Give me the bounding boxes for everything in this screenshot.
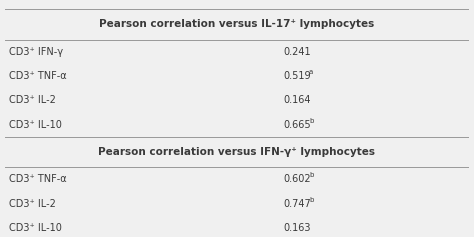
Text: b: b [309, 197, 313, 203]
Text: 0.164: 0.164 [283, 96, 311, 105]
Text: 0.602: 0.602 [283, 174, 311, 184]
Text: CD3⁺ IL-2: CD3⁺ IL-2 [9, 199, 56, 209]
Text: b: b [309, 118, 313, 124]
Text: 0.747: 0.747 [283, 199, 311, 209]
Text: CD3⁺ IL-10: CD3⁺ IL-10 [9, 223, 62, 233]
Text: 0.665: 0.665 [283, 120, 311, 130]
Text: Pearson correlation versus IFN-γ⁺ lymphocytes: Pearson correlation versus IFN-γ⁺ lympho… [99, 147, 375, 157]
Text: CD3⁺ TNF-α: CD3⁺ TNF-α [9, 174, 67, 184]
Text: Pearson correlation versus IL-17⁺ lymphocytes: Pearson correlation versus IL-17⁺ lympho… [100, 19, 374, 29]
Text: 0.163: 0.163 [283, 223, 311, 233]
Text: b: b [309, 172, 313, 178]
Text: CD3⁺ TNF-α: CD3⁺ TNF-α [9, 71, 67, 81]
Text: CD3⁺ IFN-γ: CD3⁺ IFN-γ [9, 47, 64, 57]
Text: 0.519: 0.519 [283, 71, 311, 81]
Text: 0.241: 0.241 [283, 47, 311, 57]
Text: CD3⁺ IL-10: CD3⁺ IL-10 [9, 120, 62, 130]
Text: CD3⁺ IL-2: CD3⁺ IL-2 [9, 96, 56, 105]
Text: a: a [309, 69, 313, 75]
